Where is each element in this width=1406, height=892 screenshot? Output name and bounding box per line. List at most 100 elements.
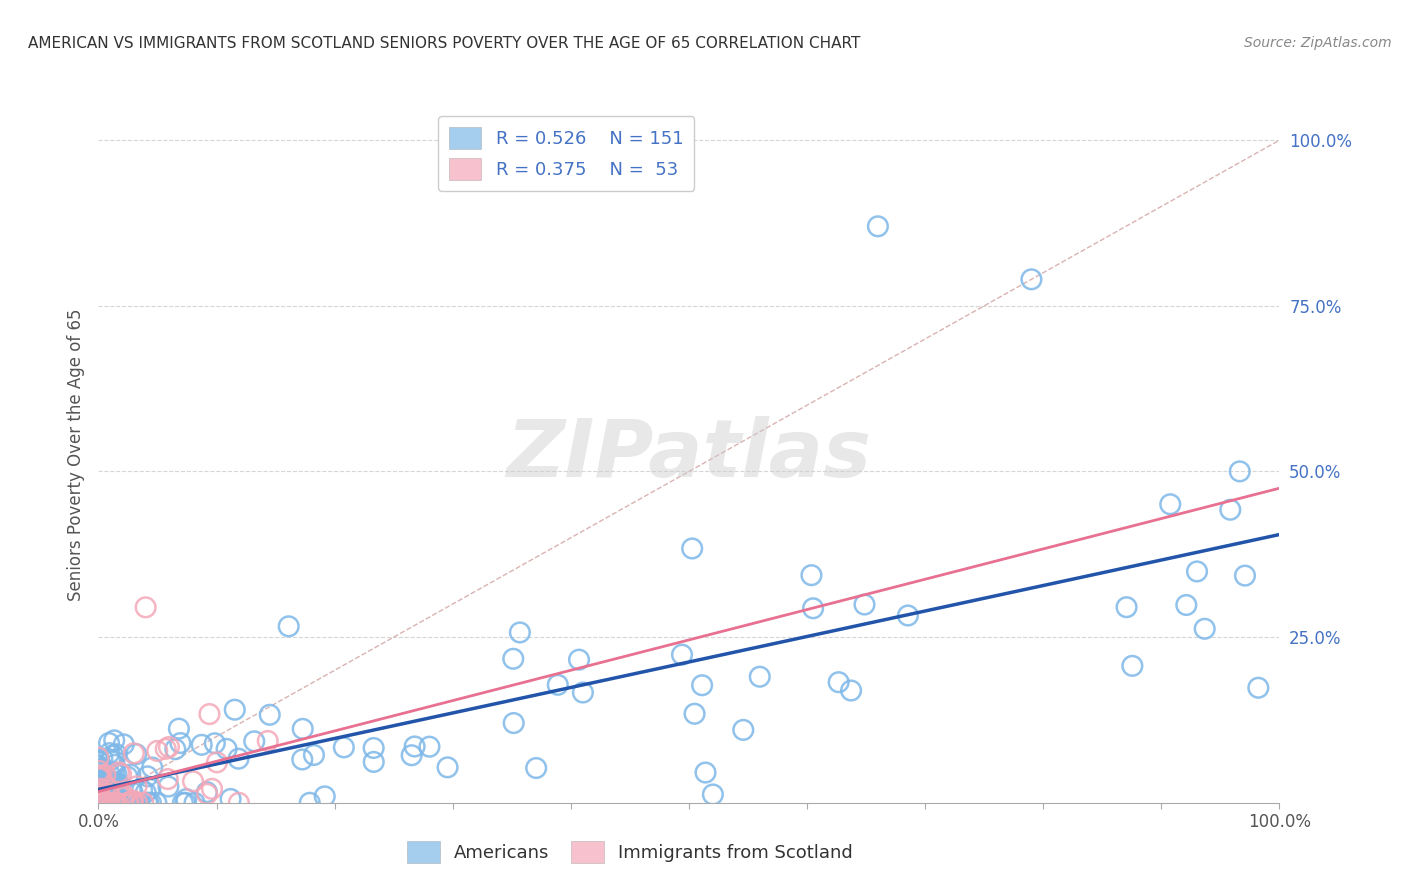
Point xyxy=(105,747,128,762)
Point xyxy=(87,759,110,773)
Point xyxy=(87,796,110,810)
Point xyxy=(128,796,150,810)
Point xyxy=(122,796,145,810)
Point xyxy=(108,796,131,810)
Point xyxy=(100,796,122,810)
Point xyxy=(139,796,162,810)
Point xyxy=(89,796,111,810)
Point xyxy=(298,796,321,810)
Point xyxy=(117,796,139,810)
Point xyxy=(801,601,824,615)
Point xyxy=(827,675,849,690)
Point xyxy=(174,792,197,806)
Point xyxy=(93,796,115,810)
Point xyxy=(105,796,128,810)
Point xyxy=(93,796,115,810)
Point xyxy=(108,796,131,810)
Point xyxy=(671,648,693,662)
Point xyxy=(702,788,724,802)
Point xyxy=(404,739,426,754)
Point xyxy=(1219,502,1241,516)
Point xyxy=(98,796,121,810)
Point xyxy=(105,766,128,780)
Point xyxy=(363,755,385,769)
Point xyxy=(90,796,112,810)
Point xyxy=(100,796,122,810)
Point xyxy=(146,744,169,758)
Point xyxy=(690,678,713,692)
Point xyxy=(302,747,325,762)
Point xyxy=(87,786,110,800)
Point xyxy=(1121,658,1143,673)
Point xyxy=(87,755,110,769)
Point xyxy=(98,787,121,801)
Point xyxy=(1175,598,1198,612)
Point xyxy=(89,781,111,796)
Point xyxy=(87,788,110,802)
Point xyxy=(124,796,146,810)
Point xyxy=(1185,565,1208,579)
Point xyxy=(121,785,143,799)
Point xyxy=(91,765,114,780)
Point xyxy=(243,734,266,748)
Y-axis label: Seniors Poverty Over the Age of 65: Seniors Poverty Over the Age of 65 xyxy=(66,309,84,601)
Point xyxy=(141,760,163,774)
Point xyxy=(1115,600,1137,615)
Point xyxy=(103,779,125,793)
Point xyxy=(91,777,114,791)
Point xyxy=(87,796,110,810)
Point xyxy=(314,789,336,804)
Point xyxy=(132,796,155,810)
Point xyxy=(98,767,121,781)
Point xyxy=(89,770,111,784)
Point xyxy=(277,619,299,633)
Point xyxy=(683,706,706,721)
Point xyxy=(87,796,110,810)
Point xyxy=(104,796,127,810)
Point xyxy=(155,742,177,756)
Point xyxy=(139,781,162,796)
Point xyxy=(91,771,114,785)
Point xyxy=(105,789,128,804)
Point xyxy=(107,783,129,797)
Point xyxy=(87,771,110,785)
Point xyxy=(120,767,142,781)
Point xyxy=(91,788,114,802)
Point xyxy=(87,791,110,805)
Point xyxy=(87,796,110,810)
Point xyxy=(87,789,110,803)
Point xyxy=(224,703,246,717)
Point xyxy=(205,756,228,770)
Point xyxy=(145,796,167,810)
Point xyxy=(101,748,124,763)
Point xyxy=(89,764,111,778)
Point xyxy=(94,768,117,782)
Point xyxy=(1229,464,1251,478)
Text: Source: ZipAtlas.com: Source: ZipAtlas.com xyxy=(1244,36,1392,50)
Point xyxy=(748,670,770,684)
Point xyxy=(89,764,111,779)
Point xyxy=(198,707,221,722)
Point xyxy=(89,796,111,810)
Point xyxy=(90,796,112,810)
Point xyxy=(157,780,180,794)
Point xyxy=(87,796,110,810)
Point xyxy=(110,767,132,781)
Point xyxy=(90,796,112,810)
Point xyxy=(333,740,356,755)
Point xyxy=(98,785,121,799)
Point xyxy=(98,753,121,767)
Point xyxy=(291,752,314,766)
Point xyxy=(169,736,191,750)
Point xyxy=(125,780,148,794)
Point xyxy=(418,739,440,754)
Point xyxy=(215,742,238,756)
Point xyxy=(97,796,120,810)
Point xyxy=(90,772,112,787)
Point xyxy=(219,792,242,806)
Point xyxy=(100,789,122,804)
Point xyxy=(695,765,717,780)
Point xyxy=(87,764,110,778)
Point xyxy=(1021,272,1043,286)
Point xyxy=(259,707,281,722)
